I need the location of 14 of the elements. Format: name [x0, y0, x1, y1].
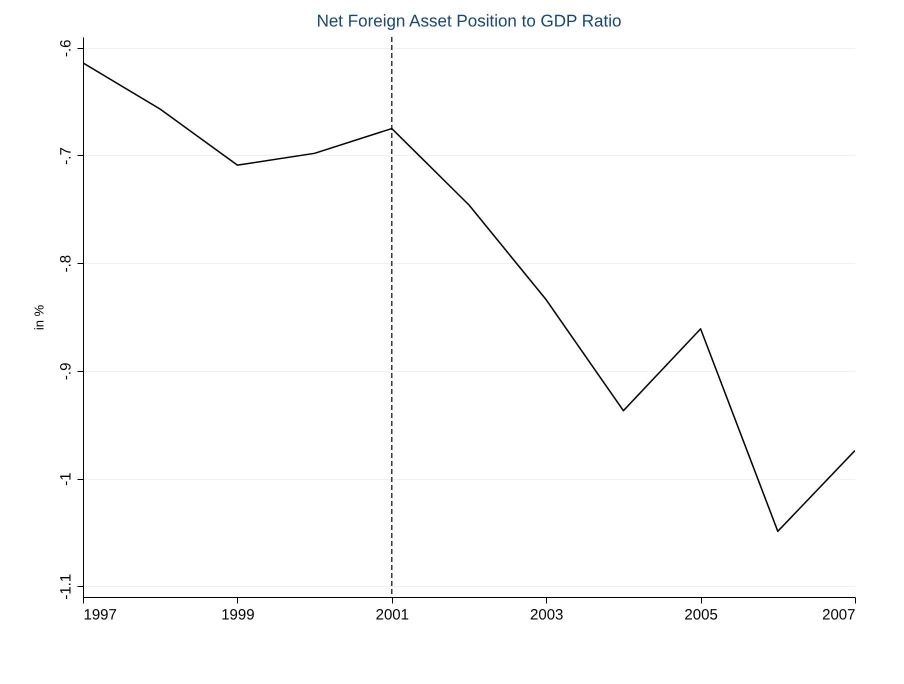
y-axis-title: in % — [32, 304, 46, 330]
x-tick-label: 2001 — [376, 606, 409, 624]
y-tick-label: -.7 — [58, 147, 74, 165]
x-tick-label: 1997 — [84, 606, 117, 624]
y-tick-label: -.8 — [58, 254, 74, 272]
chart-title: Net Foreign Asset Position to GDP Ratio — [316, 11, 622, 30]
y-tick-label: -1 — [58, 472, 74, 486]
x-tick-label: 2007 — [822, 606, 856, 624]
y-tick-label: -.9 — [58, 362, 74, 380]
x-tick-label: 2005 — [684, 606, 718, 624]
x-tick-label: 1999 — [221, 606, 255, 624]
y-tick-label: -.6 — [58, 40, 74, 58]
x-tick-label: 2003 — [530, 606, 564, 624]
y-tick-label: -1.1 — [58, 574, 74, 600]
